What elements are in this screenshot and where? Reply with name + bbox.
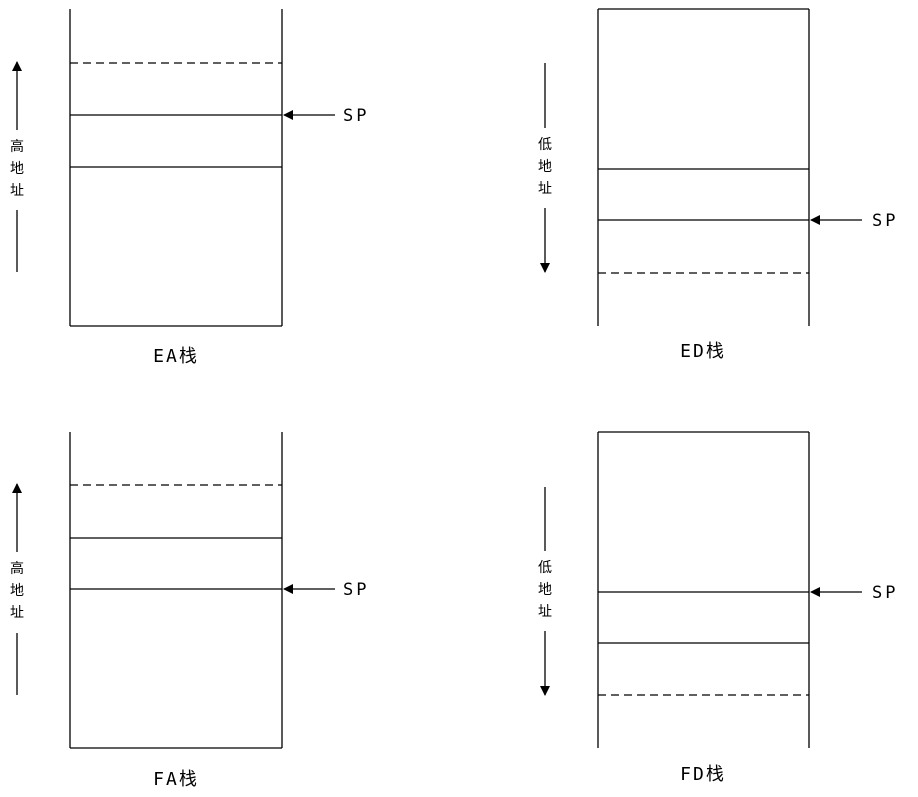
- stack-caption: EA栈: [153, 346, 199, 367]
- address-char: 地: [538, 159, 552, 175]
- sp-label: SP: [872, 583, 898, 603]
- sp-label: SP: [872, 211, 898, 231]
- address-char: 址: [10, 183, 24, 199]
- stack-caption: ED栈: [680, 341, 726, 362]
- panel-ea-stack: SP 高 地 址 EA栈: [10, 9, 369, 367]
- address-char: 址: [538, 604, 552, 620]
- address-char: 低: [538, 137, 552, 153]
- address-char: 地: [10, 161, 24, 177]
- stack-caption: FD栈: [680, 764, 726, 785]
- address-char: 高: [10, 138, 24, 155]
- address-char: 址: [10, 605, 24, 621]
- panel-ed-stack: SP 低 地 址 ED栈: [538, 8, 898, 362]
- address-char: 地: [538, 582, 552, 598]
- address-char: 低: [538, 560, 552, 576]
- sp-label: SP: [343, 106, 369, 126]
- stack-box: [597, 431, 810, 748]
- stack-box: [69, 432, 283, 749]
- stack-box: [597, 8, 810, 326]
- address-char: 地: [10, 583, 24, 599]
- sp-label: SP: [343, 580, 369, 600]
- stack-caption: FA栈: [153, 769, 199, 790]
- panel-fd-stack: SP 低 地 址 FD栈: [538, 431, 898, 785]
- panel-fa-stack: SP 高 地 址 FA栈: [10, 432, 369, 790]
- address-char: 址: [538, 181, 552, 197]
- address-char: 高: [10, 560, 24, 577]
